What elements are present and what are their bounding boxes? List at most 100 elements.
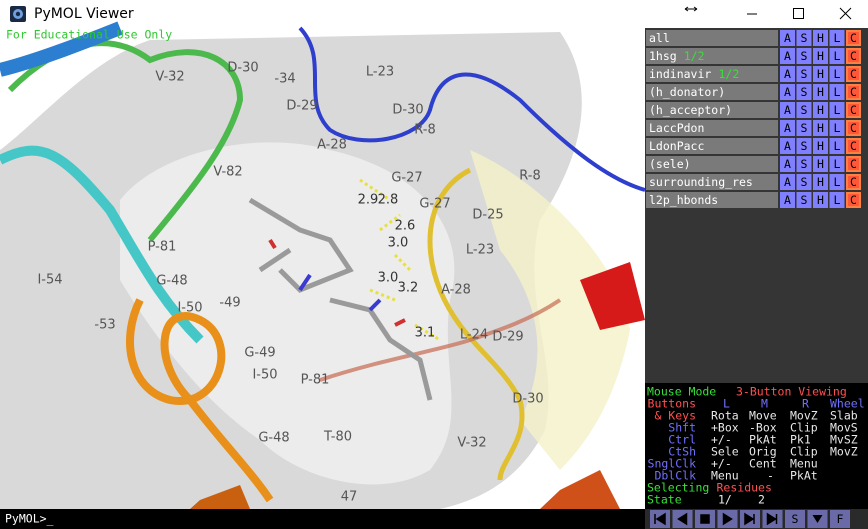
object-button[interactable]: [829, 48, 845, 64]
object-row[interactable]: [646, 66, 778, 82]
object-button[interactable]: [829, 102, 845, 118]
object-button[interactable]: [813, 102, 828, 118]
object-button[interactable]: [813, 30, 828, 46]
object-button[interactable]: [829, 30, 845, 46]
object-button-label[interactable]: C: [850, 103, 857, 117]
object-button-label[interactable]: S: [801, 67, 808, 81]
object-button-label[interactable]: S: [801, 85, 808, 99]
object-button[interactable]: [813, 120, 828, 136]
object-button[interactable]: [796, 48, 812, 64]
object-button-label[interactable]: A: [784, 175, 791, 189]
object-button[interactable]: [829, 174, 845, 190]
object-button[interactable]: [829, 138, 845, 154]
object-button[interactable]: [829, 156, 845, 172]
object-button[interactable]: [780, 102, 795, 118]
object-button-label[interactable]: C: [850, 175, 857, 189]
object-row[interactable]: [646, 120, 778, 136]
object-button-label[interactable]: S: [801, 31, 808, 45]
object-state[interactable]: 1/2: [684, 49, 705, 63]
object-button[interactable]: [780, 192, 795, 208]
object-row[interactable]: [646, 48, 778, 64]
object-button-label[interactable]: C: [850, 193, 857, 207]
object-button-label[interactable]: H: [817, 157, 824, 171]
object-button-label[interactable]: L: [834, 121, 841, 135]
object-button-label[interactable]: H: [817, 67, 824, 81]
object-button[interactable]: [813, 48, 828, 64]
object-button[interactable]: [780, 84, 795, 100]
object-button-label[interactable]: A: [784, 85, 791, 99]
object-name[interactable]: 1hsg: [649, 49, 677, 63]
object-button[interactable]: [796, 138, 812, 154]
object-button[interactable]: [829, 66, 845, 82]
object-button-label[interactable]: H: [817, 193, 824, 207]
object-row[interactable]: [646, 174, 778, 190]
object-button-label[interactable]: S: [801, 193, 808, 207]
object-name[interactable]: surrounding_res: [649, 175, 753, 189]
maximize-button[interactable]: [793, 8, 804, 19]
object-button[interactable]: [796, 84, 812, 100]
command-prompt[interactable]: PyMOL>_: [5, 512, 54, 526]
object-button-label[interactable]: A: [784, 67, 791, 81]
object-button[interactable]: [796, 156, 812, 172]
object-button-label[interactable]: L: [834, 103, 841, 117]
object-row[interactable]: [646, 138, 778, 154]
object-button-label[interactable]: H: [817, 139, 824, 153]
object-name[interactable]: (sele): [649, 157, 691, 171]
object-button-label[interactable]: A: [784, 193, 791, 207]
object-button-label[interactable]: A: [784, 31, 791, 45]
object-button-label[interactable]: L: [834, 67, 841, 81]
object-state[interactable]: 1/2: [719, 67, 740, 81]
object-button-label[interactable]: L: [834, 139, 841, 153]
object-name[interactable]: l2p_hbonds: [649, 193, 718, 207]
object-button-label[interactable]: S: [801, 157, 808, 171]
object-button-label[interactable]: C: [850, 31, 857, 45]
object-row[interactable]: [646, 156, 778, 172]
object-button-label[interactable]: C: [850, 49, 857, 63]
object-button-label[interactable]: H: [817, 31, 824, 45]
object-button-label[interactable]: S: [801, 49, 808, 63]
object-button[interactable]: [796, 66, 812, 82]
object-button-label[interactable]: H: [817, 121, 824, 135]
object-button[interactable]: [780, 174, 795, 190]
playback-button[interactable]: [785, 510, 805, 528]
object-button-label[interactable]: A: [784, 103, 791, 117]
object-row[interactable]: [646, 30, 778, 46]
object-button-label[interactable]: L: [834, 49, 841, 63]
object-button[interactable]: [796, 30, 812, 46]
object-button-label[interactable]: L: [834, 85, 841, 99]
command-line[interactable]: [0, 509, 645, 529]
object-button[interactable]: [813, 84, 828, 100]
object-button-label[interactable]: A: [784, 121, 791, 135]
object-name[interactable]: all: [649, 31, 670, 45]
playback-button-label[interactable]: F: [837, 512, 844, 526]
object-button-label[interactable]: S: [801, 103, 808, 117]
object-button-label[interactable]: A: [784, 139, 791, 153]
object-button[interactable]: [780, 48, 795, 64]
playback-button[interactable]: [830, 510, 850, 528]
object-name[interactable]: LaccPdon: [649, 121, 704, 135]
object-button[interactable]: [796, 102, 812, 118]
object-button-label[interactable]: H: [817, 85, 824, 99]
object-button-label[interactable]: A: [784, 49, 791, 63]
object-button[interactable]: [780, 138, 795, 154]
object-name[interactable]: (h_donator): [649, 85, 725, 99]
object-button[interactable]: [813, 66, 828, 82]
object-button-label[interactable]: C: [850, 121, 857, 135]
viewport[interactable]: For Educational Use Only V-32 D-30 -34 L-23…: [0, 21, 646, 510]
object-button-label[interactable]: C: [850, 139, 857, 153]
object-button[interactable]: [780, 156, 795, 172]
object-button-label[interactable]: C: [850, 157, 857, 171]
object-row[interactable]: [646, 102, 778, 118]
object-button-label[interactable]: L: [834, 31, 841, 45]
object-button[interactable]: [780, 66, 795, 82]
object-button-label[interactable]: H: [817, 49, 824, 63]
resize-icon[interactable]: [684, 6, 698, 12]
object-button-label[interactable]: S: [801, 139, 808, 153]
object-row[interactable]: [646, 192, 778, 208]
object-button-label[interactable]: S: [801, 175, 808, 189]
object-name[interactable]: LdonPacc: [649, 139, 704, 153]
object-button-label[interactable]: H: [817, 103, 824, 117]
object-button[interactable]: [829, 192, 845, 208]
object-button-label[interactable]: C: [850, 85, 857, 99]
object-button-label[interactable]: A: [784, 157, 791, 171]
